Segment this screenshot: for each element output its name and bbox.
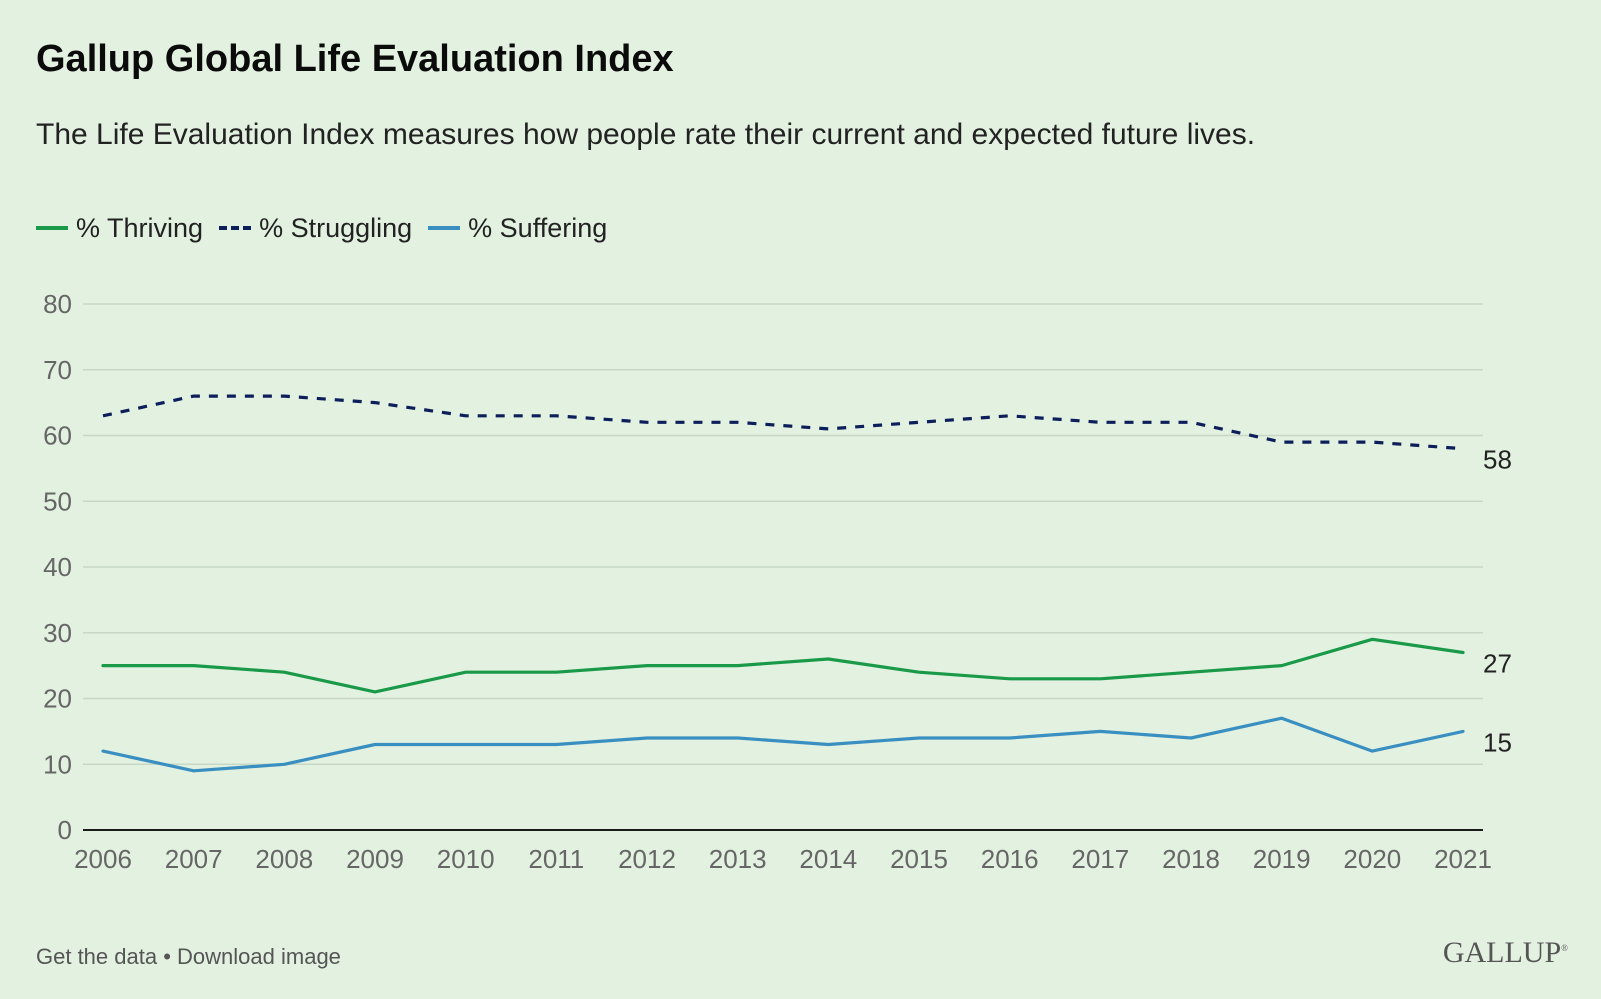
series-line-thriving xyxy=(101,637,1465,694)
y-tick-label: 40 xyxy=(43,552,72,582)
y-tick-label: 20 xyxy=(43,684,72,714)
y-tick-label: 80 xyxy=(43,289,72,319)
x-tick-label: 2020 xyxy=(1343,844,1401,874)
y-tick-label: 10 xyxy=(43,749,72,779)
x-tick-label: 2012 xyxy=(618,844,676,874)
legend-swatch-thriving xyxy=(36,226,68,230)
y-tick-labels: 0 10 20 30 40 50 60 70 80 xyxy=(43,289,72,845)
x-tick-label: 2010 xyxy=(437,844,495,874)
x-tick-label: 2008 xyxy=(255,844,313,874)
x-tick-label: 2017 xyxy=(1071,844,1129,874)
registered-mark: ® xyxy=(1561,943,1568,953)
chart-legend: % Thriving % Struggling % Suffering xyxy=(36,210,623,246)
y-tick-label: 30 xyxy=(43,618,72,648)
footer-separator: • xyxy=(163,944,171,969)
gallup-logo: GALLUP® xyxy=(1443,936,1568,970)
legend-swatch-suffering xyxy=(428,226,461,230)
legend-item-suffering: % Suffering xyxy=(428,213,607,244)
x-tick-label: 2021 xyxy=(1434,844,1492,874)
x-tick-label: 2016 xyxy=(981,844,1039,874)
legend-swatch-struggling xyxy=(219,226,252,230)
chart-subtitle: The Life Evaluation Index measures how p… xyxy=(36,118,1256,151)
x-tick-label: 2007 xyxy=(165,844,223,874)
x-tick-label: 2019 xyxy=(1253,844,1311,874)
y-tick-label: 60 xyxy=(43,421,72,451)
x-tick-label: 2018 xyxy=(1162,844,1220,874)
series-line-struggling xyxy=(102,394,1464,451)
legend-item-struggling: % Struggling xyxy=(219,213,412,244)
y-tick-label: 70 xyxy=(43,355,72,385)
x-tick-label: 2011 xyxy=(528,844,584,874)
end-label-suffering: 15 xyxy=(1483,727,1512,757)
legend-label-thriving: % Thriving xyxy=(76,212,204,243)
get-data-link[interactable]: Get the data xyxy=(36,944,158,969)
legend-label-struggling: % Struggling xyxy=(259,212,413,243)
y-tick-label: 50 xyxy=(43,486,72,516)
y-tick-label: 0 xyxy=(58,815,72,845)
x-tick-label: 2013 xyxy=(709,844,767,874)
chart-footer: Get the data • Download image xyxy=(36,944,341,970)
x-tick-labels: 2006 2007 2008 2009 2010 2011 2012 2013 2014 2015… xyxy=(74,844,1492,874)
grid-lines xyxy=(83,303,1483,831)
series-line-suffering xyxy=(101,716,1465,773)
end-labels: 27 58 15 xyxy=(1483,445,1512,758)
x-tick-label: 2014 xyxy=(799,844,857,874)
legend-item-thriving: % Thriving xyxy=(36,213,203,244)
x-tick-label: 2015 xyxy=(890,844,948,874)
gallup-logo-text: GALLUP xyxy=(1442,936,1562,969)
end-label-thriving: 27 xyxy=(1483,648,1512,678)
download-image-link[interactable]: Download image xyxy=(177,944,341,969)
series-lines xyxy=(101,394,1465,773)
x-tick-label: 2006 xyxy=(74,844,132,874)
legend-label-suffering: % Suffering xyxy=(468,212,608,243)
chart-title: Gallup Global Life Evaluation Index xyxy=(36,38,674,80)
x-tick-label: 2009 xyxy=(346,844,404,874)
end-label-struggling: 58 xyxy=(1483,445,1512,475)
